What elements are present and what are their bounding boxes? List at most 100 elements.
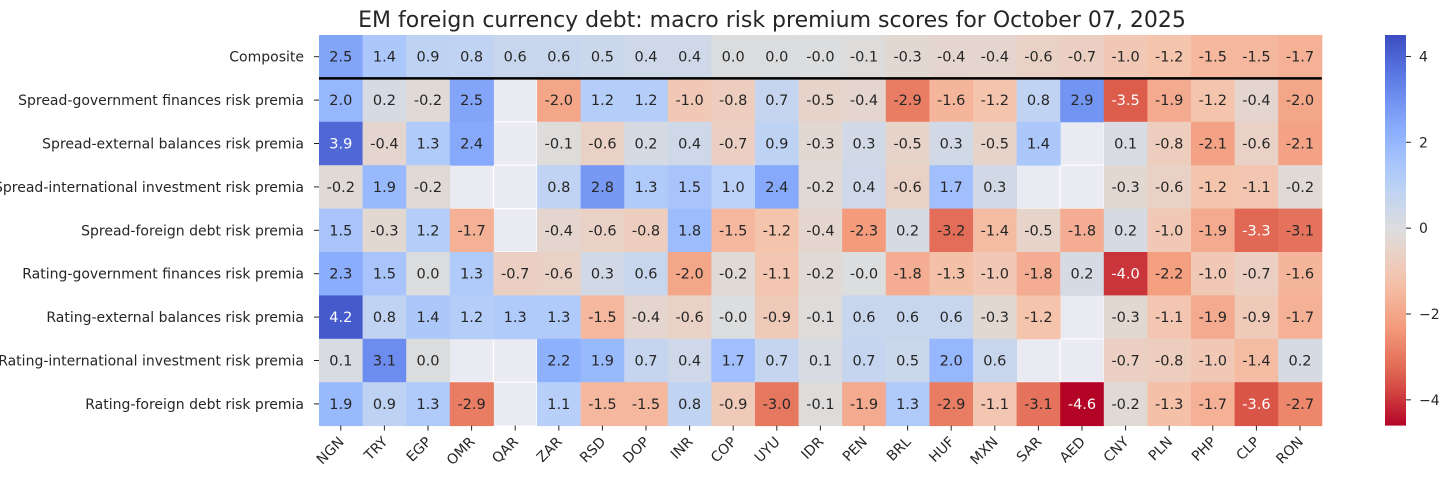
heatmap-cell xyxy=(624,208,669,253)
row-label: Spread-international investment risk pre… xyxy=(0,180,304,196)
cell-label: -0.9 xyxy=(1242,310,1270,326)
cell-label: 1.2 xyxy=(416,223,439,239)
heatmap-cell xyxy=(406,165,451,210)
cell-label: -1.5 xyxy=(588,310,616,326)
cell-label: -1.5 xyxy=(632,397,660,413)
heatmap-cell xyxy=(798,35,843,79)
cell-label: -0.5 xyxy=(893,137,921,153)
heatmap-cell xyxy=(580,35,625,79)
cell-label: 2.0 xyxy=(329,93,352,109)
heatmap-cell xyxy=(711,208,756,253)
column-label: UYU xyxy=(752,434,784,466)
cell-label: -0.8 xyxy=(1155,354,1183,370)
column-label: QAR xyxy=(489,434,522,467)
cell-label: -1.9 xyxy=(850,397,878,413)
heatmap-cell xyxy=(1234,338,1279,383)
heatmap-cell xyxy=(1278,121,1323,166)
cell-label: 0.6 xyxy=(852,310,875,326)
heatmap-cell xyxy=(362,35,407,79)
cell-label: 2.3 xyxy=(329,267,352,283)
colorbar-tick-label: 4 xyxy=(1419,49,1428,65)
cell-label: -1.7 xyxy=(457,223,485,239)
heatmap-cell xyxy=(1103,121,1148,166)
heatmap-cell xyxy=(711,338,756,383)
heatmap-cell xyxy=(1060,382,1105,427)
heatmap-cell xyxy=(449,252,494,296)
heatmap-cell xyxy=(798,165,843,210)
cell-label: -0.7 xyxy=(1068,50,1096,66)
cell-label: -0.6 xyxy=(1155,180,1183,196)
cell-label: -0.6 xyxy=(1242,137,1270,153)
heatmap-cell xyxy=(885,165,930,210)
column-label: SAR xyxy=(1014,434,1046,466)
cell-label: -0.9 xyxy=(763,310,791,326)
cell-label: -0.3 xyxy=(806,137,834,153)
heatmap-cell xyxy=(1147,165,1192,210)
heatmap-cell xyxy=(755,165,800,210)
cell-label: -1.0 xyxy=(981,267,1009,283)
cell-label: 0.4 xyxy=(634,50,657,66)
cell-label: -1.3 xyxy=(937,267,965,283)
heatmap-cell xyxy=(842,208,887,253)
heatmap-cell xyxy=(362,78,407,123)
cell-label: -1.9 xyxy=(1155,93,1183,109)
column-label: RON xyxy=(1273,434,1306,467)
cell-label: 1.9 xyxy=(373,180,396,196)
column-label: BRL xyxy=(884,434,915,465)
heatmap-cell xyxy=(798,78,843,123)
cell-label: -2.7 xyxy=(1286,397,1314,413)
cell-label: 1.3 xyxy=(416,397,439,413)
heatmap-cell xyxy=(929,382,974,427)
heatmap-cell xyxy=(1103,382,1148,427)
heatmap-cell xyxy=(973,165,1018,210)
heatmap-cell xyxy=(1103,165,1148,210)
heatmap-cell xyxy=(624,382,669,427)
heatmap-cell xyxy=(319,338,364,383)
cell-label: -0.2 xyxy=(414,93,442,109)
cell-label: -1.1 xyxy=(1155,310,1183,326)
heatmap-cell xyxy=(1016,295,1061,340)
heatmap-cell xyxy=(842,252,887,296)
cell-label: -3.3 xyxy=(1242,223,1270,239)
row-label: Rating-government finances risk premia xyxy=(22,267,304,283)
row-label: Rating-external balances risk premia xyxy=(46,310,304,326)
heatmap-cell xyxy=(1191,252,1236,296)
row-labels: Composite Spread-government finances risk… xyxy=(0,50,319,413)
row-label: Spread-government finances risk premia xyxy=(18,93,304,109)
cell-label: 0.8 xyxy=(373,310,396,326)
cell-label: 0.0 xyxy=(722,50,745,66)
heatmap-cell xyxy=(885,252,930,296)
heatmap-cell xyxy=(362,295,407,340)
cell-label: 1.5 xyxy=(678,180,701,196)
cell-label: -1.5 xyxy=(1199,50,1227,66)
heatmap-cell xyxy=(1191,208,1236,253)
heatmap-cell xyxy=(580,121,625,166)
cell-label: 0.2 xyxy=(1288,354,1311,370)
heatmap-cell xyxy=(1016,35,1061,79)
heatmap-cell xyxy=(580,382,625,427)
cell-label: -1.7 xyxy=(1286,310,1314,326)
cell-label: 1.9 xyxy=(329,397,352,413)
heatmap-cell xyxy=(929,35,974,79)
cell-label: 2.4 xyxy=(460,137,483,153)
cell-label: 1.2 xyxy=(634,93,657,109)
heatmap-cell xyxy=(885,382,930,427)
cell-label: -0.6 xyxy=(588,223,616,239)
cell-label: -0.4 xyxy=(850,93,878,109)
heatmap-cell xyxy=(1191,35,1236,79)
heatmap-cell xyxy=(1103,338,1148,383)
heatmap-cell xyxy=(929,121,974,166)
colorbar-tick-label: −2 xyxy=(1419,307,1440,323)
row-label: Rating-international investment risk pre… xyxy=(0,354,304,370)
cell-label: -0.8 xyxy=(632,223,660,239)
heatmap-cell xyxy=(1060,78,1105,123)
cell-label: -2.9 xyxy=(893,93,921,109)
column-label: MXN xyxy=(968,434,1002,468)
cell-label: 2.2 xyxy=(547,354,570,370)
cell-label: -1.7 xyxy=(1286,50,1314,66)
heatmap-cell xyxy=(1060,35,1105,79)
cell-label: 2.5 xyxy=(329,50,352,66)
colorbar-tick-label: 2 xyxy=(1419,135,1428,151)
cell-label: 0.9 xyxy=(373,397,396,413)
